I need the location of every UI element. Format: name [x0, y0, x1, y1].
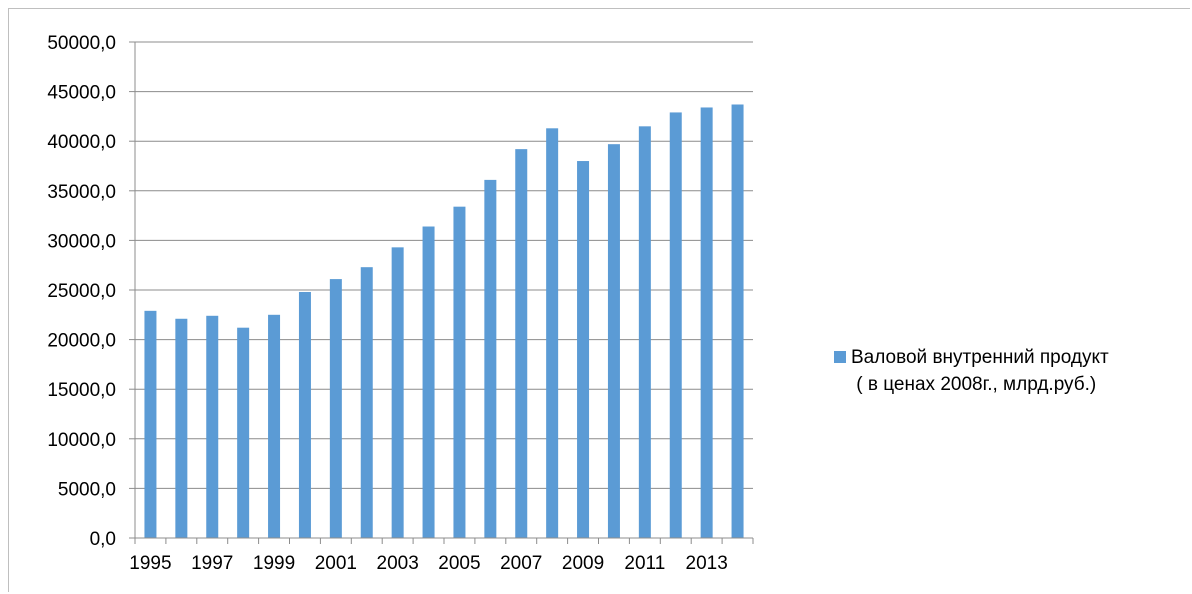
y-axis-tick-label: 40000,0: [47, 132, 116, 153]
x-axis-tick-label: 1999: [253, 553, 295, 574]
bar: [298, 291, 311, 538]
x-axis-tick-label: 1995: [129, 553, 171, 574]
bar: [484, 179, 497, 538]
x-axis-tick-label: 2003: [377, 553, 419, 574]
y-axis-tick-labels: 0,0 5000,0 10000,0 15000,0 20000,0 25000,0 300…: [47, 33, 116, 550]
y-axis-tick-label: 5000,0: [58, 479, 116, 500]
bar: [731, 104, 744, 538]
bar: [669, 112, 682, 538]
x-axis-tick-label: 2009: [562, 553, 604, 574]
chart-frame: [8, 8, 1190, 592]
bar: [206, 315, 219, 538]
bar: [175, 318, 188, 538]
bar: [607, 144, 620, 538]
bar: [237, 327, 250, 538]
x-axis-tick-label: 1997: [191, 553, 233, 574]
y-axis-tick-label: 25000,0: [47, 281, 116, 302]
gridlines: [135, 41, 753, 489]
x-axis-tick-labels: 1995 1997 1999 2001 2003 2005 2007 2009 2011 2013: [129, 553, 727, 574]
y-axis-tick-label: 45000,0: [47, 83, 116, 104]
y-axis-tick-label: 15000,0: [47, 380, 116, 401]
bar: [453, 206, 466, 538]
legend-label-line2: ( в ценах 2008г., млрд.руб.): [851, 374, 1097, 395]
y-axis-tick-label: 50000,0: [47, 33, 116, 54]
x-axis-tick-label: 2011: [624, 553, 665, 574]
bar: [391, 247, 404, 538]
x-axis-tick-label: 2007: [500, 553, 542, 574]
legend-swatch: [834, 351, 846, 363]
x-axis-tick-label: 2001: [315, 553, 357, 574]
y-axis-tick-label: 0,0: [90, 529, 116, 550]
bar: [360, 267, 373, 538]
bar: [422, 226, 435, 538]
legend-label: Валовой внутренний продукт ( в ценах 200…: [851, 344, 1109, 398]
bar: [700, 107, 713, 539]
legend-label-line1: Валовой внутренний продукт: [851, 347, 1109, 368]
bar: [268, 314, 281, 538]
x-axis-tick-label: 2005: [438, 553, 480, 574]
y-axis-tick-label: 30000,0: [47, 231, 116, 252]
bar: [515, 149, 528, 539]
bars: [144, 104, 744, 539]
bar: [546, 128, 559, 538]
bar: [638, 126, 651, 538]
y-axis-tick-label: 20000,0: [47, 331, 116, 352]
y-axis-tick-label: 35000,0: [47, 182, 116, 203]
y-axis-tick-label: 10000,0: [47, 430, 116, 451]
bar: [329, 279, 342, 538]
axes: [129, 41, 754, 544]
bar: [577, 161, 590, 539]
x-axis-tick-label: 2013: [686, 553, 728, 574]
bar: [144, 310, 157, 538]
